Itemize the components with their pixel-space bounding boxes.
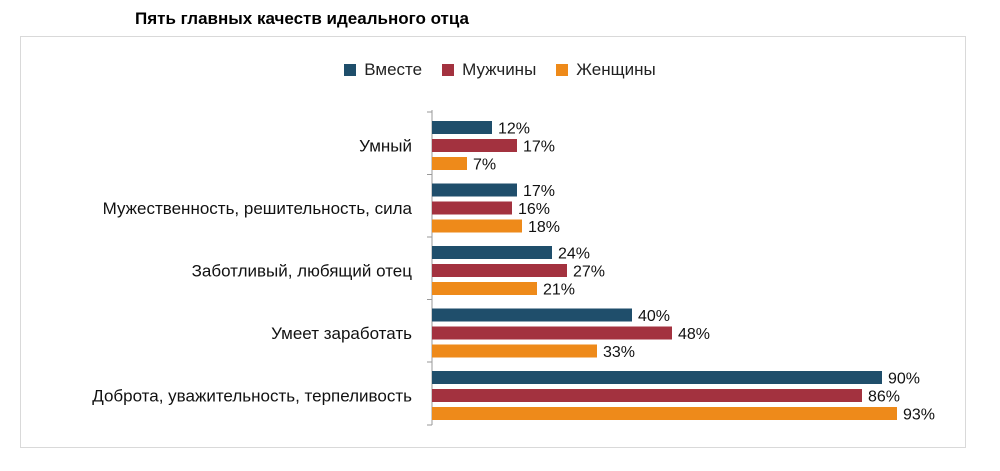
category-label: Заботливый, любящий отец [192,262,413,281]
chart-title: Пять главных качеств идеального отца [135,9,469,28]
bar-together [432,246,552,259]
data-label-women: 21% [543,282,575,299]
legend-label-women: Женщины [576,60,656,79]
category-label: Умеет заработать [271,324,412,343]
bar-men [432,264,567,277]
bar-women [432,282,537,295]
category-label: Доброта, уважительность, терпеливость [92,387,412,406]
data-label-men: 48% [678,326,710,343]
data-label-together: 17% [523,183,555,200]
legend-label-together: Вместе [364,60,423,79]
legend-swatch-together [344,64,357,76]
legend-item-men: Мужчины [442,60,536,80]
bar-men [432,326,672,340]
data-label-men: 86% [868,389,900,406]
data-label-women: 33% [603,344,635,361]
bar-men [432,201,512,215]
legend: Вместе Мужчины Женщины [0,60,1000,80]
data-label-men: 17% [523,139,555,156]
bar-women [432,344,597,358]
bar-women [432,157,467,170]
bar-together [432,183,517,197]
data-label-men: 27% [573,264,605,281]
data-label-together: 40% [638,308,670,325]
data-label-together: 24% [558,246,590,263]
data-label-women: 7% [473,157,496,174]
bar-women [432,219,522,233]
bar-together [432,308,632,322]
legend-item-together: Вместе [344,60,422,80]
bar-together [432,121,492,134]
bar-women [432,407,897,420]
legend-item-women: Женщины [556,60,656,80]
category-label: Мужественность, решительность, сила [103,199,413,218]
data-label-men: 16% [518,201,550,218]
bar-men [432,389,862,402]
legend-swatch-men [442,64,455,76]
data-label-together: 90% [888,371,920,388]
bar-men [432,139,517,152]
data-label-women: 18% [528,219,560,236]
data-label-women: 93% [903,407,935,424]
legend-swatch-women [556,64,569,76]
category-label: Умный [359,137,412,156]
legend-label-men: Мужчины [462,60,537,79]
data-label-together: 12% [498,121,530,138]
bar-together [432,371,882,384]
